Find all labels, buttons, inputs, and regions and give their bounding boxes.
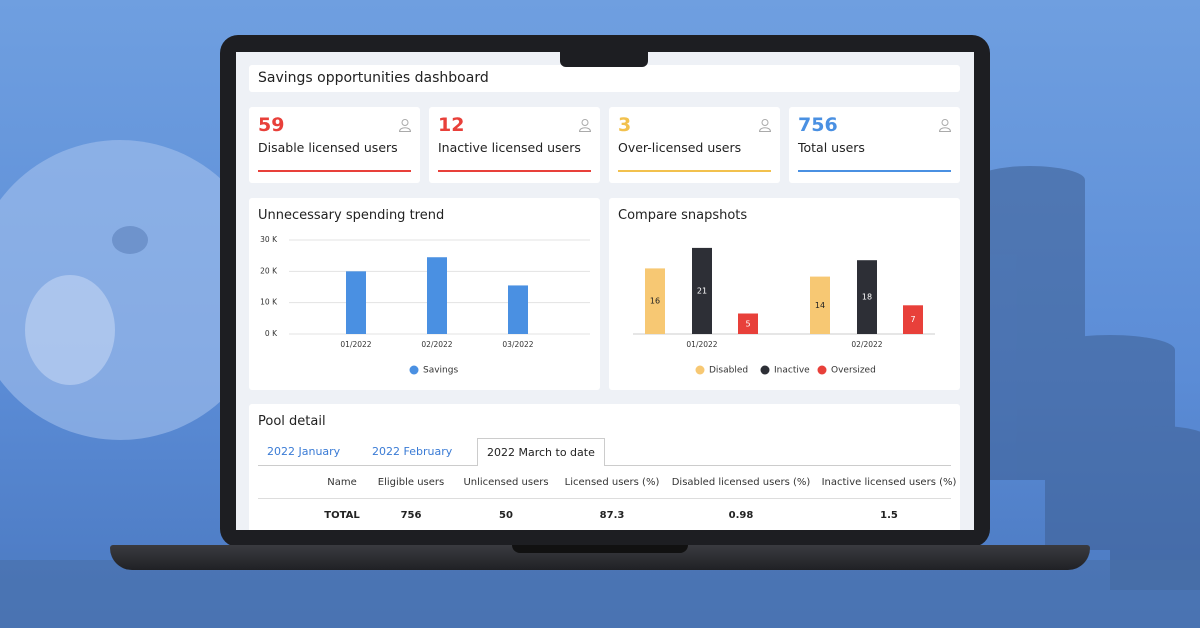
- trend-panel: Unnecessary spending trend 0 K 10 K 20 K 30…: [249, 198, 600, 390]
- user-icon: [938, 119, 952, 132]
- tab[interactable]: 2022 March to date: [477, 438, 605, 466]
- bar: [903, 305, 923, 334]
- legend-swatch: [760, 365, 770, 375]
- kpi-card: 12 Inactive licensed users: [429, 107, 600, 183]
- table-cell: 756: [400, 510, 422, 521]
- kpi-label: Over-licensed users: [618, 140, 742, 155]
- bar: [810, 276, 830, 334]
- trend-chart: 0 K 10 K 20 K 30 K 01/2022 02/2022 03/2022 Savi…: [260, 235, 590, 376]
- bar: [508, 285, 528, 334]
- x-tick-label: 01/2022: [340, 340, 371, 349]
- table-cell: TOTAL: [324, 510, 360, 521]
- y-tick-label: 20 K: [260, 266, 278, 275]
- icon-head: [761, 119, 769, 126]
- snapshot-panel: Compare snapshots 01/2022 16 21 5 02/2022 14 1…: [609, 198, 960, 390]
- dashboard-title: Savings opportunities dashboard: [258, 70, 489, 86]
- kpi-label: Disable licensed users: [258, 140, 398, 155]
- column-header: Unlicensed users: [463, 477, 549, 488]
- bar-value-label: 16: [650, 297, 660, 306]
- y-tick-label: 10 K: [260, 298, 278, 307]
- bar-value-label: 7: [910, 315, 915, 324]
- user-icon: [578, 119, 592, 132]
- screen: Savings opportunities dashboard Unnecess…: [236, 52, 974, 530]
- bar: [857, 260, 877, 334]
- bar: [427, 257, 447, 334]
- chart-title: Compare snapshots: [618, 208, 748, 223]
- legend-swatch: [695, 365, 705, 375]
- header-rule: [258, 498, 951, 499]
- kpi-value: 59: [258, 114, 285, 136]
- kpi-underline: [438, 170, 591, 172]
- bar: [346, 271, 366, 334]
- column-header: Disabled licensed users (%): [671, 477, 811, 488]
- icon-body: [938, 127, 952, 132]
- laptop-hinge: [512, 545, 688, 553]
- y-tick-label: 0 K: [265, 329, 278, 338]
- bar: [738, 313, 758, 334]
- kpi-value: 12: [438, 114, 465, 136]
- pool-title: Pool detail: [258, 414, 326, 429]
- bar-value-label: 21: [697, 286, 707, 295]
- bar: [645, 268, 665, 334]
- icon-head: [581, 119, 589, 126]
- kpi-value: 756: [798, 114, 838, 136]
- kpi-value: 3: [618, 114, 632, 136]
- kpi-card: 756 Total users: [789, 107, 960, 183]
- legend-swatch: [817, 365, 827, 375]
- x-tick-label: 02/2022: [421, 340, 452, 349]
- table-cell: 87.3: [599, 510, 625, 521]
- x-tick-label: 01/2022: [686, 340, 717, 349]
- legend-label: Savings: [423, 366, 458, 376]
- bar: [692, 247, 712, 334]
- table-cell: 1.5: [880, 510, 898, 521]
- user-icon: [398, 119, 412, 132]
- header-panel: Savings opportunities dashboard: [249, 65, 960, 92]
- table-cell: 0.98: [728, 510, 754, 521]
- snapshot-chart: 01/2022 16 21 5 02/2022 14 18 7 Disabled Inactive…: [633, 247, 935, 376]
- column-header: Licensed users (%): [564, 477, 660, 488]
- table-cell: 50: [499, 510, 513, 521]
- bar-value-label: 18: [862, 293, 872, 302]
- column-header: Eligible users: [377, 477, 445, 488]
- notch: [560, 52, 648, 67]
- kpi-card: 59 Disable licensed users: [249, 107, 420, 183]
- column-header: Inactive licensed users (%): [821, 477, 957, 488]
- icon-body: [758, 127, 772, 132]
- kpi-underline: [798, 170, 951, 172]
- icon-head: [401, 119, 409, 126]
- legend-label: Oversized: [831, 366, 876, 376]
- tab[interactable]: 2022 February: [372, 445, 453, 458]
- icon-head: [941, 119, 949, 126]
- kpi-label: Total users: [798, 140, 865, 155]
- column-header: Name: [327, 477, 357, 488]
- icon-body: [578, 127, 592, 132]
- x-tick-label: 02/2022: [851, 340, 882, 349]
- bar-value-label: 5: [745, 319, 750, 328]
- tab[interactable]: 2022 January: [267, 445, 341, 458]
- pool-panel: Pool detail 2022 January 2022 February 202…: [249, 404, 960, 530]
- bar-value-label: 14: [815, 301, 825, 310]
- y-tick-label: 30 K: [260, 235, 278, 244]
- kpi-label: Inactive licensed users: [438, 140, 581, 155]
- legend-swatch: [409, 365, 419, 375]
- legend-label: Inactive: [774, 366, 810, 376]
- chart-title: Unnecessary spending trend: [258, 208, 445, 223]
- x-tick-label: 03/2022: [502, 340, 533, 349]
- legend-label: Disabled: [709, 366, 748, 376]
- kpi-card: 3 Over-licensed users: [609, 107, 780, 183]
- kpi-underline: [258, 170, 411, 172]
- icon-body: [398, 127, 412, 132]
- user-icon: [758, 119, 772, 132]
- kpi-underline: [618, 170, 771, 172]
